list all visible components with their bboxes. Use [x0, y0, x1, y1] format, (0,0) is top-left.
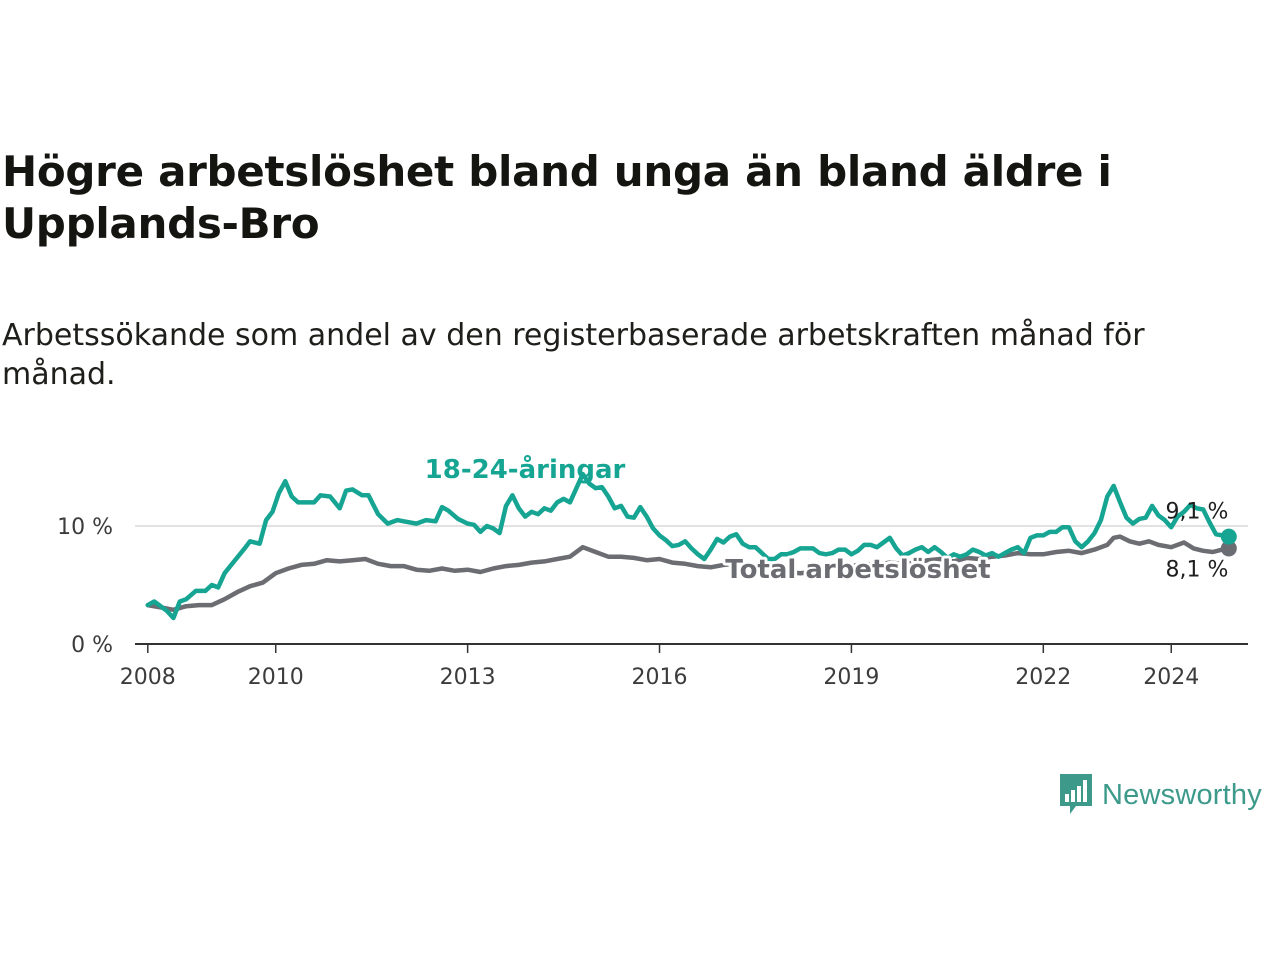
y-tick-label: 0 %: [71, 633, 113, 658]
x-tick-label: 2013: [440, 665, 496, 690]
axis-layer: 0 % 10 % 2008 2010 2013 2016 2019 2022 2024: [57, 515, 1248, 690]
chart-subtitle: Arbetssökande som andel av den registerb…: [2, 318, 1145, 392]
x-tick-label: 2024: [1143, 665, 1199, 690]
series-line-youth: [145, 471, 1232, 621]
series-layer: [145, 471, 1237, 621]
x-tick-label: 2008: [120, 665, 176, 690]
series-line-total: [145, 534, 1232, 613]
end-value-youth: 9,1 %: [1166, 500, 1229, 525]
newsworthy-logo: Newsworthy: [1058, 772, 1262, 818]
series-label-total: Total arbetslöshet: [725, 555, 990, 585]
x-tick-label: 2022: [1015, 665, 1071, 690]
x-tick-label: 2019: [823, 665, 879, 690]
series-label-youth: 18-24-åringar: [425, 453, 626, 485]
end-point-total: [1220, 540, 1237, 557]
label-layer: 18-24-åringar Total arbetslöshet 9,1 % 8,1 …: [425, 453, 1229, 588]
bar-chart-icon: [1060, 774, 1092, 814]
line-chart: 0 % 10 % 2008 2010 2013 2016 2019 2022 2024 18-2…: [57, 453, 1248, 690]
y-tick-label: 10 %: [57, 515, 113, 540]
end-point-youth: [1220, 528, 1237, 545]
x-tick-label: 2010: [248, 665, 304, 690]
page-title: Högre arbetslöshet bland unga än bland ä…: [2, 147, 1112, 248]
x-tick-label: 2016: [632, 665, 688, 690]
brand-name: Newsworthy: [1102, 778, 1262, 811]
end-value-total: 8,1 %: [1166, 557, 1229, 582]
